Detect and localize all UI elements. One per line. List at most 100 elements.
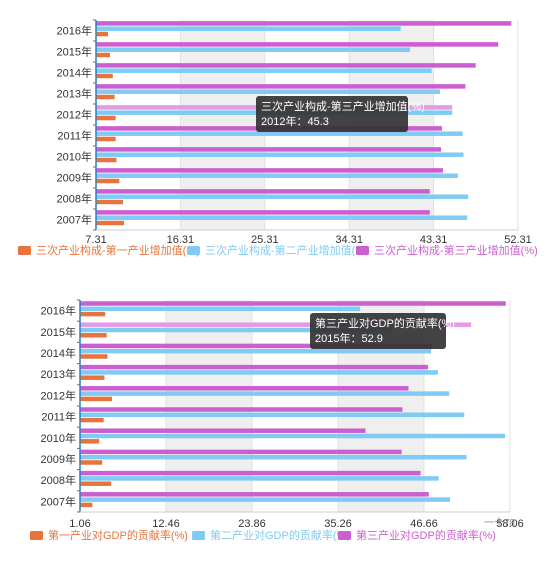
- bar-3[interactable]: [96, 21, 512, 26]
- bar-3[interactable]: [80, 492, 429, 497]
- bar-1[interactable]: [80, 417, 104, 423]
- bar-3[interactable]: [80, 407, 403, 412]
- bar-3[interactable]: [96, 42, 499, 47]
- bar-1[interactable]: [80, 396, 112, 402]
- bar-3[interactable]: [80, 364, 429, 370]
- bar-2[interactable]: [80, 327, 392, 333]
- watermark: 一十78: [484, 516, 516, 529]
- x-tick-label: 25.31: [251, 234, 279, 246]
- bar-3[interactable]: [80, 301, 506, 306]
- legend-swatch[interactable]: [187, 246, 200, 255]
- y-tick-label: 2009年: [41, 452, 76, 466]
- x-tick-label: 12.46: [152, 518, 180, 530]
- bar-3[interactable]: [80, 449, 402, 455]
- bar-1[interactable]: [96, 115, 116, 121]
- bar-3[interactable]: [96, 147, 442, 152]
- y-tick-label: 2016年: [41, 304, 76, 318]
- x-tick-label: 35.26: [324, 518, 352, 530]
- bar-1[interactable]: [96, 220, 125, 226]
- bar-3[interactable]: [96, 63, 476, 68]
- bar-2[interactable]: [96, 89, 441, 94]
- bar-2[interactable]: [96, 47, 411, 52]
- bar-3[interactable]: [80, 470, 421, 476]
- bar-2[interactable]: [80, 433, 506, 439]
- x-tick-label: 16.31: [167, 234, 195, 246]
- bar-2[interactable]: [80, 476, 439, 481]
- legend-label[interactable]: 第三产业对GDP的贡献率(%): [356, 528, 496, 542]
- y-tick-label: 2011年: [41, 410, 76, 424]
- bar-2[interactable]: [80, 391, 450, 396]
- bar-2[interactable]: [96, 131, 463, 136]
- y-tick-label: 2009年: [57, 171, 92, 185]
- legend-swatch[interactable]: [338, 531, 351, 540]
- y-tick-label: 2015年: [41, 325, 76, 339]
- y-tick-label: 2012年: [57, 108, 92, 122]
- bar-1[interactable]: [96, 136, 116, 142]
- legend-swatch[interactable]: [356, 246, 369, 255]
- x-tick-label: 7.31: [85, 234, 106, 246]
- tooltip-box: [256, 96, 408, 132]
- y-tick-label: 2010年: [57, 150, 92, 164]
- y-tick-label: 2013年: [41, 367, 76, 381]
- legend-swatch[interactable]: [30, 531, 43, 540]
- legend-label[interactable]: 三次产业构成-第二产业增加值(%): [205, 243, 369, 257]
- y-tick-label: 2008年: [57, 192, 92, 206]
- x-tick-label: 43.31: [420, 234, 448, 246]
- bar-3[interactable]: [80, 322, 472, 327]
- bar-2[interactable]: [80, 412, 465, 418]
- legend-label[interactable]: 第一产业对GDP的贡献率(%): [48, 528, 188, 542]
- x-tick-label: 1.06: [69, 518, 90, 530]
- bar-1[interactable]: [80, 502, 93, 508]
- bar-1[interactable]: [80, 481, 112, 486]
- bar-1[interactable]: [80, 354, 108, 359]
- y-tick-label: 2014年: [41, 346, 76, 360]
- legend-swatch[interactable]: [18, 246, 31, 255]
- legend-label[interactable]: 三次产业构成-第一产业增加值(%): [36, 243, 200, 257]
- y-tick-label: 2015年: [57, 45, 92, 59]
- legend-label[interactable]: 第二产业对GDP的贡献率(%): [210, 528, 350, 542]
- bar-3[interactable]: [96, 189, 430, 194]
- bar-2[interactable]: [96, 194, 469, 199]
- bar-1[interactable]: [80, 460, 103, 465]
- y-tick-label: 2008年: [41, 473, 76, 487]
- bar-2[interactable]: [80, 348, 432, 354]
- bar-1[interactable]: [96, 199, 124, 205]
- bar-3[interactable]: [96, 168, 443, 173]
- bar-2[interactable]: [80, 454, 467, 460]
- y-tick-label: 2007年: [57, 213, 92, 227]
- bar-1[interactable]: [96, 31, 109, 37]
- legend-swatch[interactable]: [192, 531, 205, 540]
- bar-1[interactable]: [80, 311, 106, 317]
- bar-1[interactable]: [80, 439, 100, 444]
- bar-3[interactable]: [80, 343, 433, 349]
- bar-2[interactable]: [80, 370, 438, 375]
- y-tick-label: 2013年: [57, 87, 92, 101]
- bar-1[interactable]: [96, 52, 110, 58]
- bar-2[interactable]: [96, 68, 432, 73]
- bar-2[interactable]: [96, 152, 464, 157]
- x-tick-label: 52.31: [504, 234, 532, 246]
- bar-2[interactable]: [96, 215, 468, 220]
- y-tick-label: 2012年: [41, 388, 76, 402]
- y-tick-label: 2007年: [41, 494, 76, 508]
- bar-3[interactable]: [96, 210, 430, 215]
- bar-1[interactable]: [96, 73, 113, 79]
- bar-1[interactable]: [80, 375, 105, 380]
- bar-2[interactable]: [96, 173, 458, 178]
- bar-3[interactable]: [96, 84, 466, 89]
- bar-1[interactable]: [96, 94, 115, 100]
- y-tick-label: 2011年: [57, 129, 92, 143]
- tooltip-box: [310, 313, 446, 349]
- y-tick-label: 2016年: [57, 24, 92, 38]
- bar-2[interactable]: [80, 497, 450, 502]
- bar-3[interactable]: [80, 386, 409, 391]
- bar-2[interactable]: [96, 26, 401, 31]
- bar-1[interactable]: [80, 333, 107, 338]
- bar-2[interactable]: [80, 306, 361, 312]
- x-tick-label: 46.66: [410, 518, 438, 530]
- bar-3[interactable]: [80, 428, 366, 433]
- bar-1[interactable]: [96, 178, 120, 184]
- legend-label[interactable]: 三次产业构成-第三产业增加值(%): [374, 243, 538, 257]
- bar-1[interactable]: [96, 157, 117, 163]
